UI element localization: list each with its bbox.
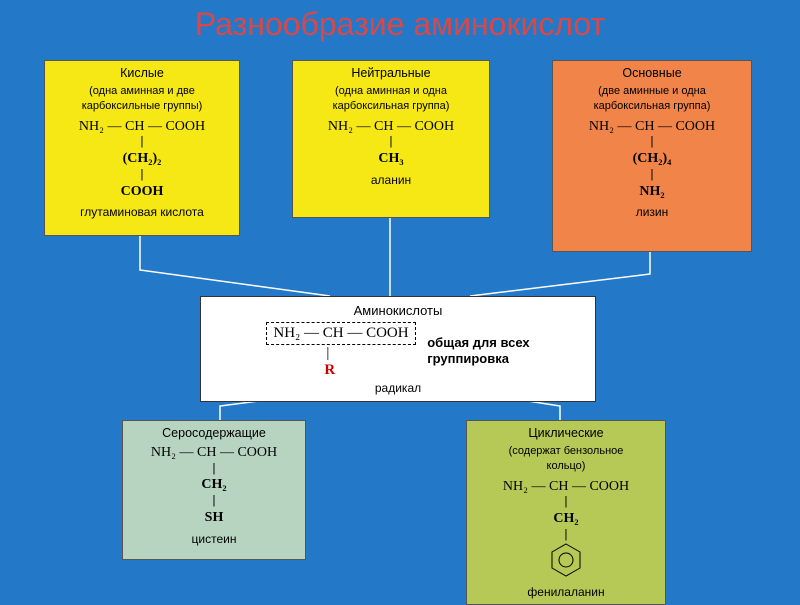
box-cyclic: Циклические (содержат бензольноекольцо) … <box>466 420 666 605</box>
box-acidic: Кислые (одна аминная и двекарбоксильные … <box>44 60 240 236</box>
page-title: Разнообразие аминокислот <box>0 0 800 43</box>
cyclic-sub: (содержат бензольноекольцо) <box>469 444 663 474</box>
box-basic: Основные (две аминные и однакарбоксильна… <box>552 60 752 252</box>
cyclic-name: фенилаланин <box>469 584 663 600</box>
neutral-header: Нейтральные <box>295 65 487 82</box>
basic-sub: (две аминные и однакарбоксильная группа) <box>555 84 749 114</box>
acidic-formula-top: NH₂ — CH — COOH <box>47 118 237 137</box>
central-radical: радикал <box>209 381 587 395</box>
acidic-sub: (одна аминная и двекарбоксильные группы) <box>47 84 237 114</box>
central-formula: NH₂ — CH — COOH | R <box>266 322 415 379</box>
basic-header: Основные <box>555 65 749 82</box>
neutral-sub: (одна аминная и однакарбоксильная группа… <box>295 84 487 114</box>
benzene-ring-icon <box>551 543 581 577</box>
neutral-name: аланин <box>295 172 487 188</box>
sulfur-header: Серосодержащие <box>125 425 303 442</box>
acidic-header: Кислые <box>47 65 237 82</box>
cyclic-header: Циклические <box>469 425 663 442</box>
box-sulfur: Серосодержащие NH₂ — CH — COOH | CH₂ | S… <box>122 420 306 560</box>
central-title: Аминокислоты <box>209 303 587 318</box>
acidic-name: глутаминовая кислота <box>47 204 237 220</box>
sulfur-name: цистеин <box>125 531 303 547</box>
box-central: Аминокислоты NH₂ — CH — COOH | R общая д… <box>200 296 596 402</box>
basic-name: лизин <box>555 204 749 220</box>
central-right-text: общая для всехгруппировка <box>427 335 529 366</box>
box-neutral: Нейтральные (одна аминная и однакарбокси… <box>292 60 490 218</box>
